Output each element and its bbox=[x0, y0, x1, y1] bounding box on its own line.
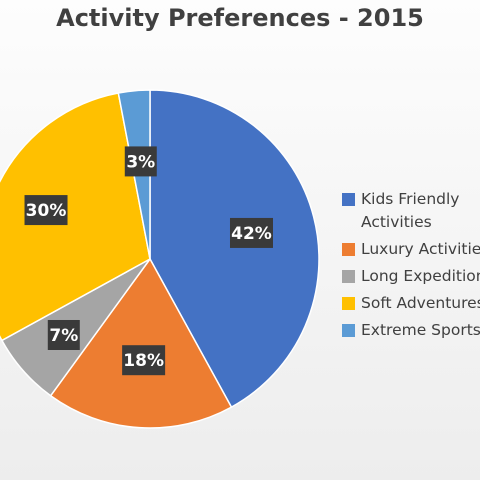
legend-label: Long Expeditions bbox=[361, 267, 480, 285]
data-label-text: 7% bbox=[49, 326, 78, 346]
legend-swatch bbox=[342, 193, 355, 206]
data-label-text: 3% bbox=[126, 152, 155, 172]
legend-item-luxury: Luxury Activities bbox=[342, 238, 480, 261]
legend-swatch bbox=[342, 297, 355, 310]
pie-slice-luxury bbox=[49, 257, 233, 429]
legend-item-kids-friendly: Kids Friendly Activities bbox=[342, 188, 480, 234]
data-label-box bbox=[124, 146, 157, 177]
data-label-box bbox=[122, 345, 166, 376]
legend-label: Extreme Sports bbox=[361, 321, 480, 339]
pie-slice-kids-friendly bbox=[149, 89, 320, 409]
data-label-box bbox=[47, 319, 80, 350]
legend-item-soft-adventures: Soft Adventures bbox=[342, 292, 480, 315]
legend: Kids Friendly Activities Luxury Activiti… bbox=[342, 188, 480, 346]
data-label-luxury: 18% bbox=[122, 345, 166, 376]
data-label-soft-adventures: 30% bbox=[24, 195, 68, 226]
data-label-box bbox=[24, 195, 68, 226]
data-label-text: 42% bbox=[231, 224, 272, 244]
data-label-text: 30% bbox=[26, 201, 67, 221]
pie-slice-soft-adventures bbox=[0, 92, 151, 342]
legend-swatch bbox=[342, 324, 355, 337]
legend-swatch bbox=[342, 243, 355, 256]
data-label-long-expeditions: 7% bbox=[47, 319, 80, 350]
legend-item-extreme-sports: Extreme Sports bbox=[342, 319, 480, 342]
legend-label: Kids Friendly Activities bbox=[361, 190, 460, 231]
legend-label: Luxury Activities bbox=[361, 240, 480, 258]
legend-swatch bbox=[342, 270, 355, 283]
legend-item-long-expeditions: Long Expeditions bbox=[342, 265, 480, 288]
data-label-text: 18% bbox=[123, 351, 164, 371]
data-label-extreme-sports: 3% bbox=[124, 146, 157, 177]
data-label-box bbox=[229, 217, 273, 248]
chart-title: Activity Preferences - 2015 bbox=[56, 4, 424, 32]
legend-label: Soft Adventures bbox=[361, 294, 480, 312]
data-label-kids-friendly: 42% bbox=[229, 217, 273, 248]
